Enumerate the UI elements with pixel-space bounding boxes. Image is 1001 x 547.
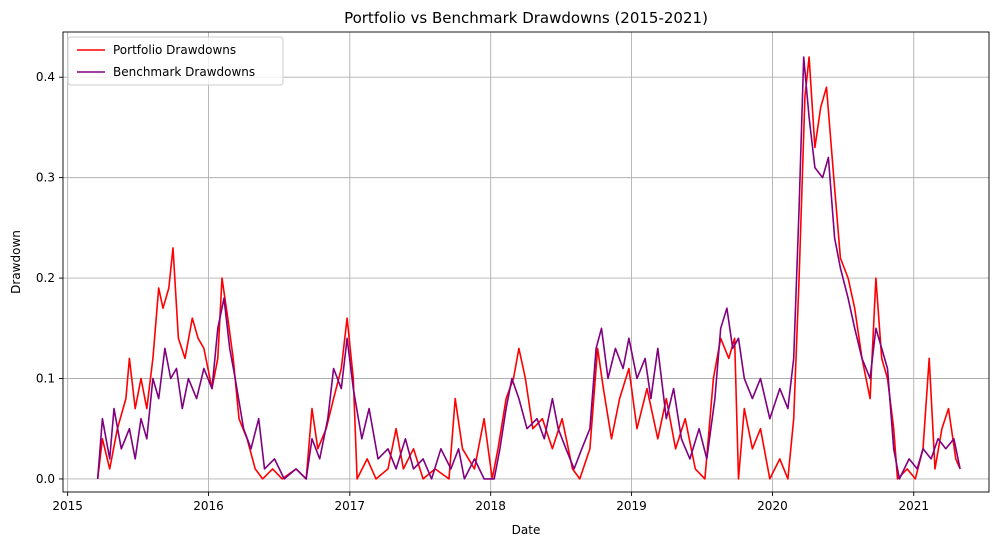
x-tick-label: 2019 — [616, 499, 647, 513]
plot-frame — [62, 31, 990, 493]
legend-box — [67, 36, 284, 86]
series-line-portfolio — [96, 56, 961, 480]
x-axis-ticks: 2015 2016 2017 2018 2019 2020 2021 — [52, 492, 929, 513]
legend: Portfolio Drawdowns Benchmark Drawdowns — [67, 36, 284, 86]
y-tick-label: 0.0 — [36, 472, 55, 486]
y-tick-label: 0.2 — [36, 271, 55, 285]
x-tick-label: 2017 — [335, 499, 366, 513]
y-tick-label: 0.3 — [36, 171, 55, 185]
legend-label-benchmark: Benchmark Drawdowns — [113, 65, 255, 79]
x-tick-label: 2015 — [52, 499, 83, 513]
x-tick-label: 2020 — [757, 499, 788, 513]
grid-lines — [63, 32, 989, 492]
y-tick-label: 0.1 — [36, 372, 55, 386]
x-tick-label: 2016 — [193, 499, 224, 513]
series-line-benchmark — [96, 56, 961, 480]
y-axis-ticks: 0.0 0.1 0.2 0.3 0.4 — [36, 70, 63, 486]
series-lines — [96, 56, 961, 480]
y-axis-label: Drawdown — [9, 230, 23, 294]
x-tick-label: 2021 — [898, 499, 929, 513]
chart-title: Portfolio vs Benchmark Drawdowns (2015-2… — [344, 9, 708, 27]
legend-label-portfolio: Portfolio Drawdowns — [113, 43, 236, 57]
x-tick-label: 2018 — [475, 499, 506, 513]
y-tick-label: 0.4 — [36, 70, 55, 84]
x-axis-label: Date — [512, 523, 541, 537]
